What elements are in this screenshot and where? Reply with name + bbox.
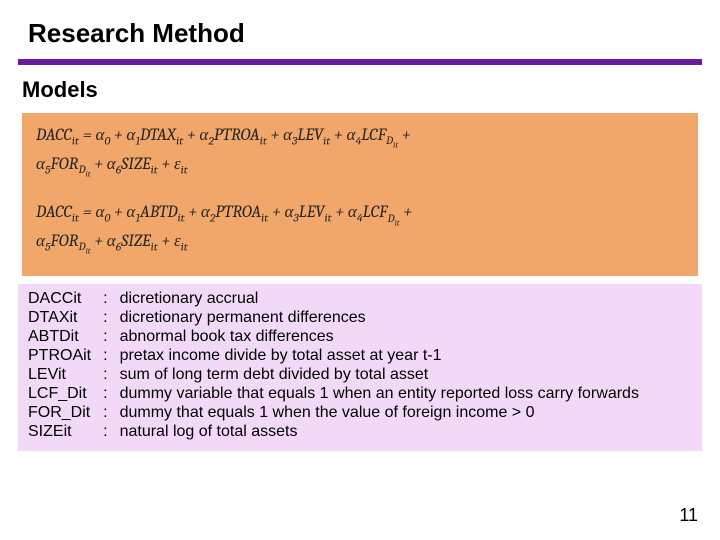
def-description: abnormal book tax differences	[120, 328, 692, 346]
def-colon: :	[103, 423, 107, 441]
equation-2-line-1: DACCit = α0 + α1ABTDit + α2PTROAit + α3L…	[36, 200, 684, 231]
def-description: dummy variable that equals 1 when an ent…	[120, 385, 692, 403]
def-symbol: FOR_Dit	[28, 404, 91, 422]
def-description: pretax income divide by total asset at y…	[120, 347, 692, 365]
def-colon: :	[103, 290, 107, 308]
equations-panel: DACCit = α0 + α1DTAXit + α2PTROAit + α3L…	[22, 113, 698, 276]
def-description: sum of long term debt divided by total a…	[120, 366, 692, 384]
def-symbol: ABTDit	[28, 328, 91, 346]
def-symbol: LEVit	[28, 366, 91, 384]
def-symbol: DTAXit	[28, 309, 91, 327]
def-description: dicretionary permanent differences	[120, 309, 692, 327]
def-symbol: DACCit	[28, 290, 91, 308]
def-colon: :	[103, 404, 107, 422]
def-description: natural log of total assets	[120, 423, 692, 441]
def-colon: :	[103, 366, 107, 384]
def-colon: :	[103, 309, 107, 327]
equation-2-line-2: α5FORDit + α6SIZEit + εit	[36, 229, 684, 260]
equation-1: DACCit = α0 + α1DTAXit + α2PTROAit + α3L…	[36, 123, 684, 182]
definitions-panel: DACCit: dicretionary accrual DTAXit: dicret…	[18, 284, 702, 451]
equation-1-line-1: DACCit = α0 + α1DTAXit + α2PTROAit + α3L…	[36, 123, 684, 154]
equation-1-line-2: α5FORDit + α6SIZEit + εit	[36, 152, 684, 183]
equation-2: DACCit = α0 + α1ABTDit + α2PTROAit + α3L…	[36, 200, 684, 259]
def-symbol: PTROAit	[28, 347, 91, 365]
page-number: 11	[679, 505, 698, 526]
def-colon: :	[103, 385, 107, 403]
slide-title: Research Method	[28, 18, 720, 49]
def-colon: :	[103, 347, 107, 365]
def-description: dicretionary accrual	[120, 290, 692, 308]
def-symbol: SIZEit	[28, 423, 91, 441]
def-description: dummy that equals 1 when the value of fo…	[120, 404, 692, 422]
section-subhead: Models	[0, 65, 720, 113]
def-symbol: LCF_Dit	[28, 385, 91, 403]
def-colon: :	[103, 328, 107, 346]
